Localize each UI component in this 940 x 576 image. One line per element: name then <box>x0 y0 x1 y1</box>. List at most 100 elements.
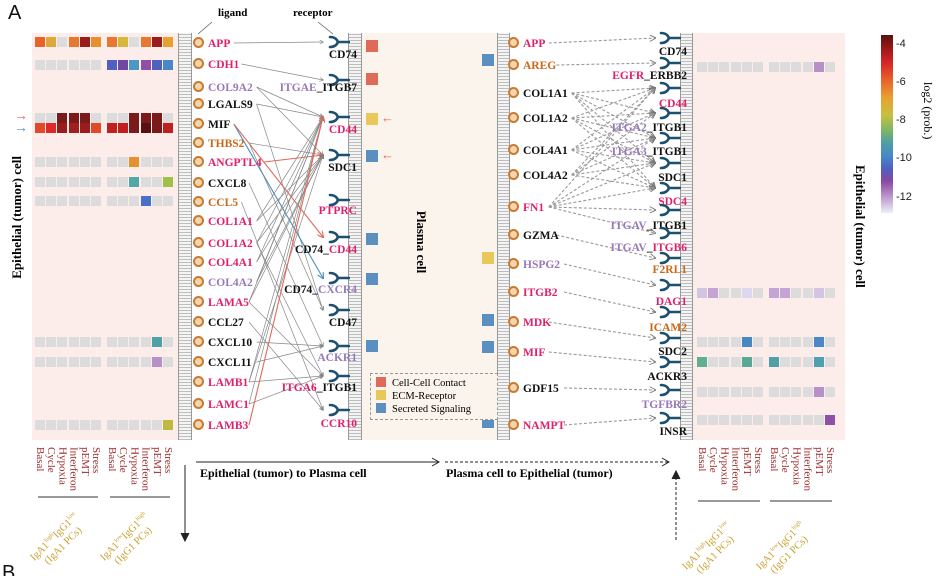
ligand-circle-icon <box>193 376 204 387</box>
heatmap-cell <box>107 357 117 367</box>
heatmap-cell <box>79 357 90 367</box>
ligand-circle-icon <box>193 356 204 367</box>
heatmap-cell <box>35 420 45 430</box>
ligand-label: THBS2 <box>208 138 245 150</box>
ligand-label: APP <box>208 38 231 50</box>
ligand-circle-icon <box>193 316 204 327</box>
interaction-arrow <box>256 117 323 222</box>
heatmap-cell <box>79 123 90 133</box>
ligand-circle-icon <box>193 58 204 69</box>
receptor-icon <box>659 278 682 292</box>
column-label-interferon: Interferon <box>729 447 742 491</box>
interaction-arrow <box>571 117 655 188</box>
ligand-mdk: MDK <box>508 316 551 329</box>
receptor-part: _ITGB1 <box>646 220 687 232</box>
heatmap-cell <box>813 337 824 347</box>
heatmap-cell <box>118 37 129 47</box>
heatmap-cell <box>91 60 101 70</box>
interaction-arrow <box>256 86 323 117</box>
heatmap-cell <box>140 113 151 123</box>
interaction-type-secreted <box>482 314 494 326</box>
heatmap-cell <box>57 113 68 123</box>
ligand-label: COL4A1 <box>208 257 253 269</box>
receptor-part: F2RL1 <box>652 264 688 276</box>
receptor-part: ITGB6 <box>652 242 687 254</box>
heatmap-cell <box>118 337 129 347</box>
heatmap-cell <box>825 337 835 347</box>
interaction-arrow <box>571 88 655 151</box>
ligand-circle-icon <box>193 215 204 226</box>
receptor-part: _ITGB1 <box>646 146 687 158</box>
heatmap-cell <box>140 123 151 133</box>
interaction-arrow <box>556 63 655 65</box>
heatmap-cell <box>802 288 813 298</box>
heatmap-cell <box>57 60 68 70</box>
heatmap-cell <box>107 37 117 47</box>
panel-label-a: A <box>8 2 22 24</box>
heatmap-cell <box>741 415 752 425</box>
heatmap-cell <box>791 415 802 425</box>
receptor-icon <box>659 181 682 195</box>
heatmap-cell <box>118 60 129 70</box>
receptor-part: EGFR <box>612 70 645 82</box>
interaction-arrow <box>256 155 323 263</box>
receptor-part: DAG1 <box>655 296 687 308</box>
heatmap-cell <box>730 288 741 298</box>
interaction-arrow <box>248 117 323 303</box>
heatmap-cell <box>151 357 162 367</box>
interaction-arrow <box>256 103 323 117</box>
column-label-interferon: Interferon <box>139 447 152 491</box>
interaction-arrow <box>248 117 323 426</box>
heatmap-cell <box>719 337 730 347</box>
heatmap-cell <box>129 37 140 47</box>
heatmap-cell <box>791 62 802 72</box>
heatmap-cell <box>35 37 45 47</box>
heatmap-cell <box>129 123 140 133</box>
column-label-basal: Basal <box>34 447 46 472</box>
heatmap-cell <box>151 37 162 47</box>
interaction-type-secreted <box>482 341 494 353</box>
heatmap-cell <box>57 337 68 347</box>
interaction-arrow <box>241 201 323 410</box>
heatmap-cell <box>697 288 707 298</box>
heatmap-cell <box>107 113 117 123</box>
heatmap-cell <box>57 357 68 367</box>
heatmap-cell <box>163 157 173 167</box>
ligand-label: MDK <box>523 317 552 329</box>
ligand-hspg2: HSPG2 <box>508 258 560 271</box>
ligand-label: COL1A2 <box>523 113 568 125</box>
heatmap-cell <box>57 196 68 206</box>
heatmap-cell <box>91 113 101 123</box>
ligand-circle-icon <box>193 256 204 267</box>
heatmap-cell <box>769 387 779 397</box>
column-label-stress: Stress <box>752 447 764 474</box>
column-label-cycle: Cycle <box>117 447 130 473</box>
heatmap-cell <box>118 157 129 167</box>
heatmap-cell <box>107 420 117 430</box>
receptor-part: _ITGB1 <box>646 122 687 134</box>
heatmap-cell <box>35 177 45 187</box>
interaction-arrow <box>248 376 323 405</box>
heatmap-cell <box>769 337 779 347</box>
heatmap-cell <box>791 337 802 347</box>
ligand-circle-icon <box>508 169 519 180</box>
receptor-part: INSR <box>659 426 687 438</box>
receptor-icon <box>328 271 351 285</box>
ligand-label: AREG <box>523 60 557 72</box>
colorbar-tick: -4 <box>896 37 906 50</box>
heatmap-cell <box>91 420 101 430</box>
heatmap-cell <box>163 357 173 367</box>
ligand-col1a2: COL1A2 <box>508 112 568 125</box>
heatmap-cell <box>697 387 707 397</box>
heatmap-cell <box>741 357 752 367</box>
heatmap-cell <box>46 113 57 123</box>
heatmap-cell <box>780 337 791 347</box>
ligand-label: COL4A2 <box>208 277 253 289</box>
heatmap-cell <box>708 288 719 298</box>
ligand-circle-icon <box>193 137 204 148</box>
interaction-type-contact <box>366 73 378 85</box>
ligand-angptl4: ANGPTL4 <box>193 156 262 169</box>
receptor-icon <box>659 383 682 397</box>
heatmap-cell <box>802 337 813 347</box>
interaction-arrow <box>256 155 323 283</box>
